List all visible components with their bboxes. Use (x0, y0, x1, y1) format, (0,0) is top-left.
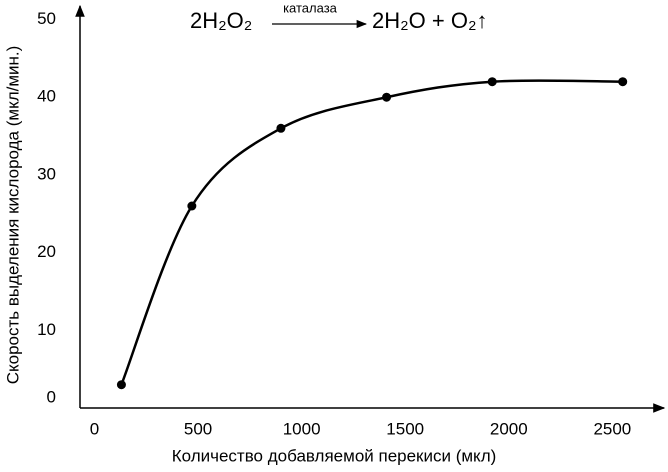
y-tick-label: 20 (37, 242, 56, 261)
x-tick-label: 2500 (593, 419, 631, 438)
data-point (276, 123, 286, 133)
curve (120, 79, 623, 386)
equation: 2H₂O₂ каталаза 2H₂O + O₂↑ (190, 0, 488, 32)
x-axis-label: Количество добавляемой перекиси (мкл) (172, 446, 497, 465)
x-tick-label: 2000 (490, 419, 528, 438)
y-axis-label: Скорость выделения кислорода (мкл/мин.) (3, 46, 22, 385)
y-tick-label: 10 (37, 320, 56, 339)
x-tick-label: 0 (90, 419, 99, 438)
y-tick-label: 40 (37, 87, 56, 106)
y-tick-label: 50 (37, 9, 56, 28)
x-tick-label: 1500 (386, 419, 424, 438)
data-point (487, 77, 497, 87)
data-point (618, 77, 628, 87)
x-tick-label: 1000 (283, 419, 321, 438)
products: 2H₂O + O₂↑ (372, 8, 488, 33)
y-tick-label: 30 (37, 164, 56, 183)
x-tick-label: 500 (184, 419, 212, 438)
catalyst: каталаза (283, 0, 338, 15)
reactant: 2H₂O₂ (190, 8, 252, 33)
y-tick-label: 0 (47, 387, 56, 406)
data-point (116, 380, 126, 390)
data-point (187, 201, 197, 211)
data-point (382, 92, 392, 102)
